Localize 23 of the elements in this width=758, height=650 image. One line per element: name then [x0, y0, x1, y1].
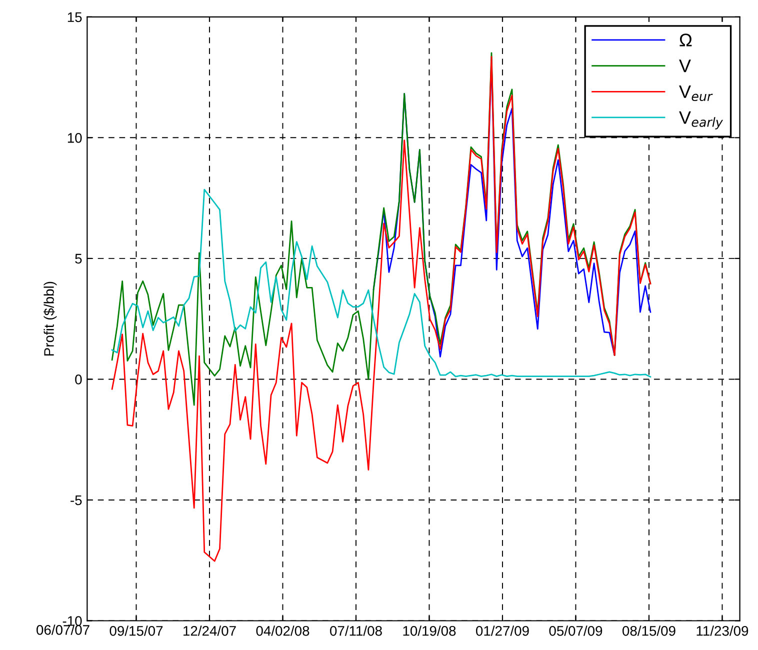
- x-tick-label: 04/02/08: [256, 626, 310, 636]
- legend-label: V$_{eur}$: [679, 85, 713, 102]
- y-tick-label: 10: [68, 133, 82, 143]
- x-tick-label: 07/11/08: [330, 626, 382, 636]
- x-tick-label: 11/23/09: [696, 626, 748, 636]
- y-axis-title: Profit ($/bbl): [44, 282, 57, 356]
- x-tick-label: 09/15/07: [110, 626, 163, 636]
- x-tick-label: 10/19/08: [403, 626, 456, 636]
- y-tick-label: 5: [75, 254, 82, 264]
- y-tick-label: -10: [62, 616, 82, 626]
- line-series: [111, 188, 652, 378]
- y-tick-label: 0: [75, 374, 82, 384]
- y-tick-label: -5: [70, 495, 82, 506]
- legend-label: V: [679, 60, 691, 72]
- y-tick-label: 15: [68, 12, 82, 22]
- x-tick-label: 12/24/07: [184, 626, 236, 636]
- legend-label: V$_{early}$: [679, 111, 724, 130]
- x-tick-label: 01/27/09: [476, 626, 529, 636]
- text: 06/07/07: [36, 624, 90, 635]
- line-series: [111, 56, 652, 562]
- x-tick-label: 08/15/09: [622, 626, 676, 636]
- legend-label: Ω: [680, 34, 692, 46]
- x-tick-label: 05/07/09: [549, 626, 602, 636]
